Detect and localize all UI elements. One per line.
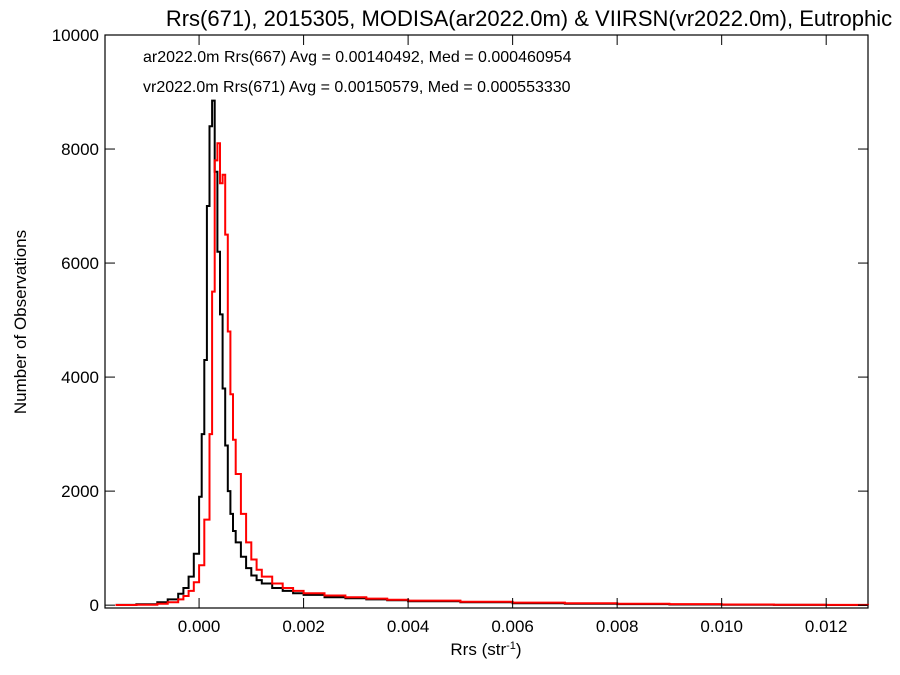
- plot-frame: [104, 34, 869, 609]
- plot-border: [104, 34, 869, 609]
- x-tick-label-6: 0.012: [805, 617, 848, 636]
- y-tick-label-4: 8000: [61, 140, 99, 159]
- x-tick-label-0: 0.000: [178, 617, 221, 636]
- y-tick-label-3: 6000: [61, 254, 99, 273]
- y-tick-label-5: 10000: [52, 26, 99, 45]
- x-axis-label-close: ): [516, 640, 522, 659]
- x-tick-label-1: 0.002: [282, 617, 325, 636]
- x-axis-label-superscript: -1: [506, 640, 516, 652]
- x-tick-label-3: 0.006: [491, 617, 534, 636]
- y-tick-label-1: 2000: [61, 482, 99, 501]
- y-axis-label: Number of Observations: [11, 230, 30, 414]
- x-tick-label-4: 0.008: [596, 617, 639, 636]
- x-axis-label-main: Rrs (str: [450, 640, 506, 659]
- x-axis-label: Rrs (str-1): [450, 640, 521, 659]
- y-axis-ticks: 0 2000 4000 6000 8000 10000: [52, 26, 868, 615]
- y-tick-label-2: 4000: [61, 368, 99, 387]
- series-line-1: [115, 142, 869, 606]
- x-axis-ticks: 0.000 0.002 0.004 0.006 0.008 0.010 0.012: [178, 35, 848, 636]
- legend-entry-viirsn: vr2022.0m Rrs(671) Avg = 0.00150579, Med…: [143, 79, 571, 96]
- series-line-0: [115, 99, 868, 606]
- y-tick-label-0: 0: [90, 596, 99, 615]
- legend-entry-modisa: ar2022.0m Rrs(667) Avg = 0.00140492, Med…: [143, 49, 572, 66]
- x-tick-label-2: 0.004: [387, 617, 430, 636]
- x-tick-label-5: 0.010: [700, 617, 743, 636]
- series-curves: [115, 99, 869, 606]
- chart-title: Rrs(671), 2015305, MODISA(ar2022.0m) & V…: [166, 6, 892, 31]
